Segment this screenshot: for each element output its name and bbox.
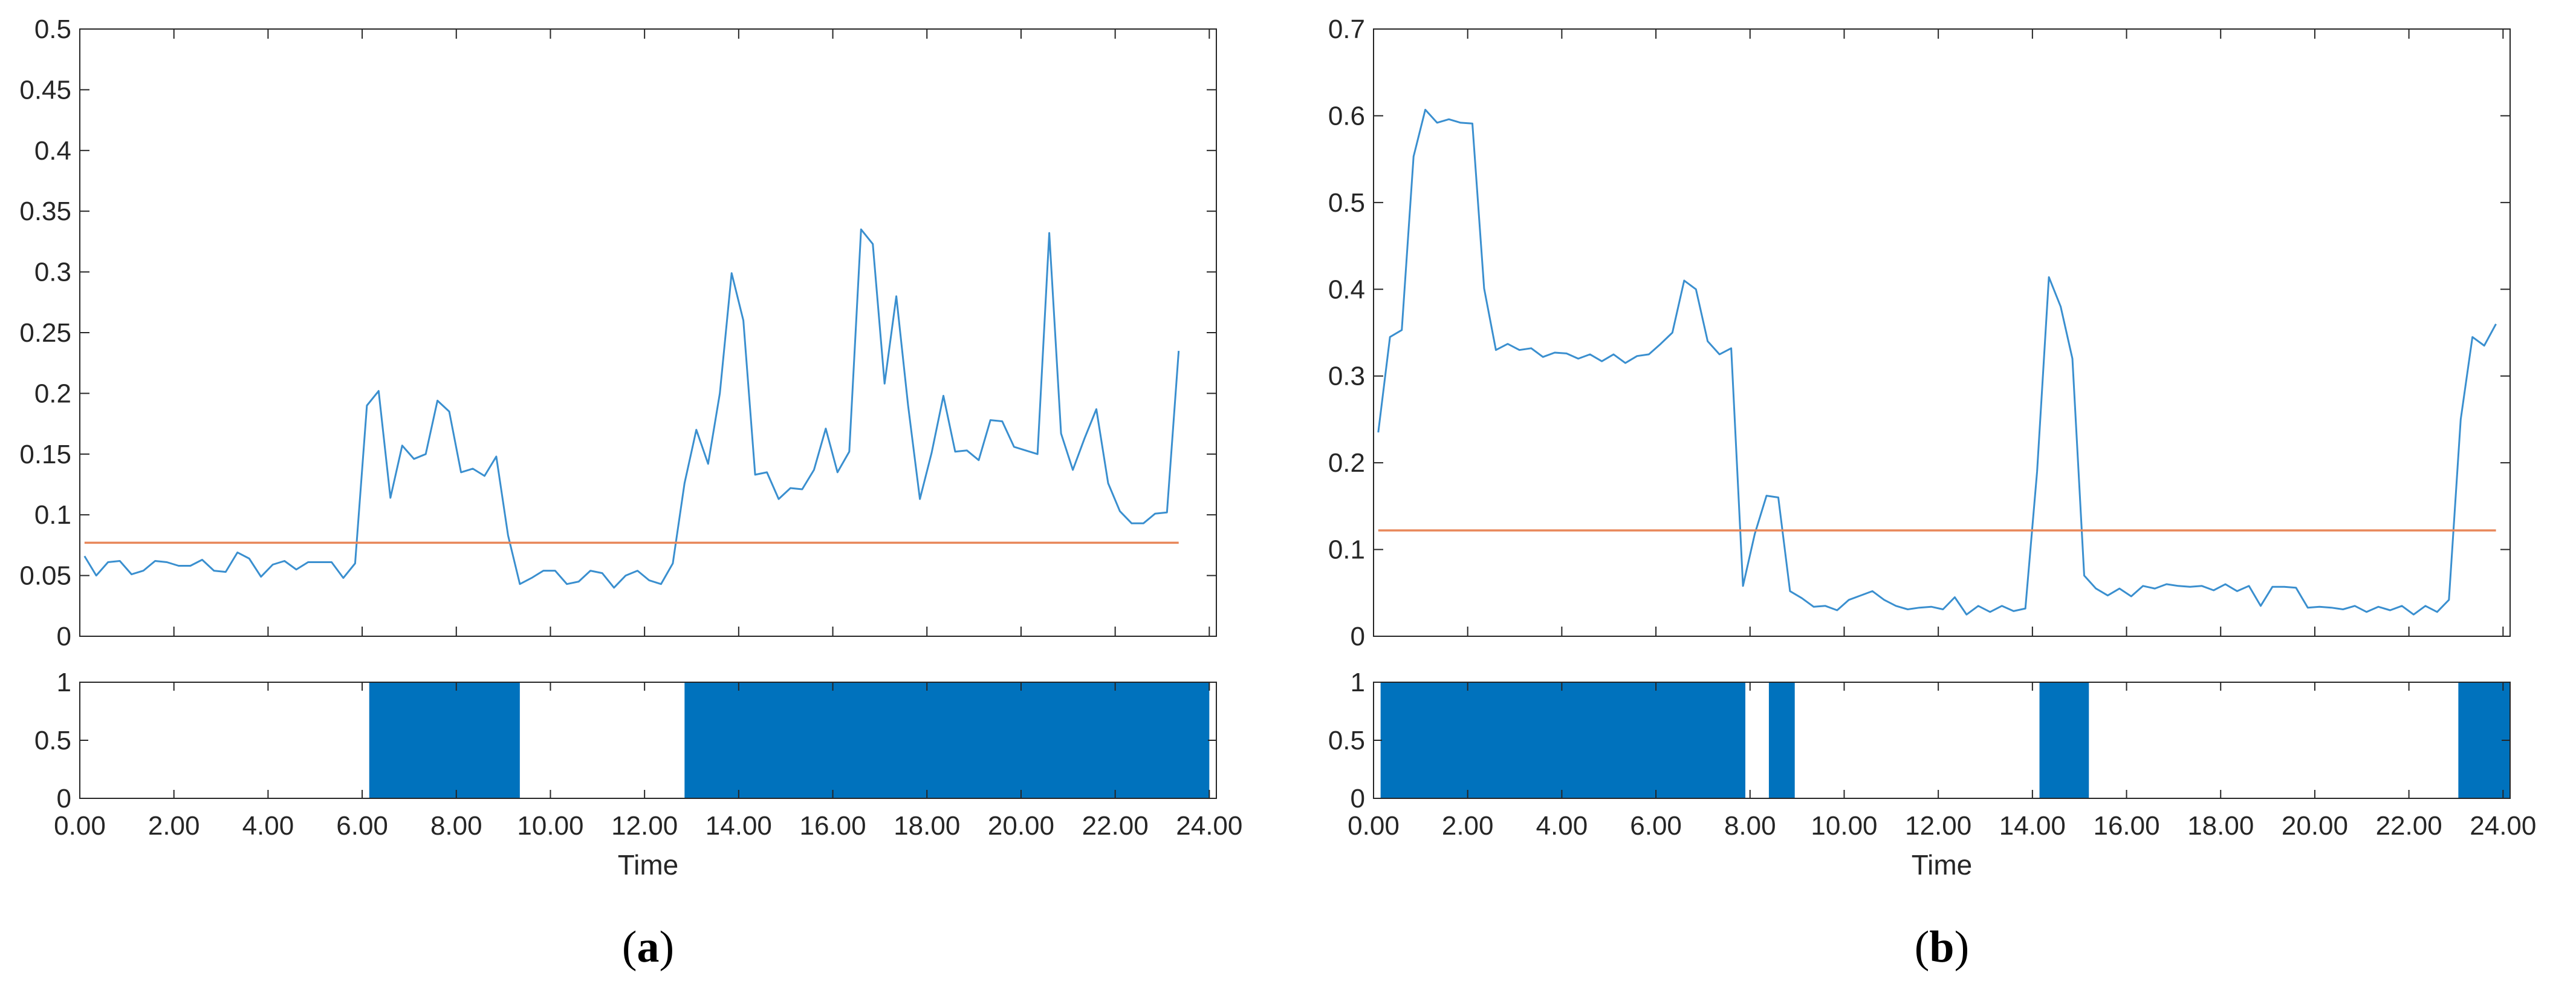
state-y-tick-label: 0	[1351, 784, 1365, 813]
series-line	[1377, 108, 2497, 616]
y-tick-label: 0.3	[34, 258, 71, 287]
panel-label-letter: b	[1929, 922, 1954, 972]
x-tick-label: 22.00	[2376, 811, 2442, 841]
state-bar	[1768, 682, 1795, 798]
state-y-tick-label: 0.5	[1328, 726, 1365, 755]
state-plot-a: 00.510.00 2.00 4.00 6.00 8.00 10.00 12.00 14.00…	[34, 668, 1243, 841]
x-tick-label: 6.00	[336, 811, 388, 841]
y-tick-label: 0.05	[19, 561, 71, 591]
y-tick-label: 0.2	[1328, 448, 1365, 478]
y-tick-label: 0.1	[34, 500, 71, 530]
chart-panel-a: 0 0.05 0.1 0.15 0.2 0.25 0.3 0.35 0.4 0.45 0.5 0 0.5…	[19, 15, 1242, 972]
x-tick-label: 24.00	[2470, 811, 2536, 841]
plot-frame	[1373, 28, 2511, 637]
x-tick-label: 10.00	[517, 811, 583, 841]
x-tick-label: 14.00	[706, 811, 772, 841]
state-y-tick-label: 1	[1351, 668, 1365, 697]
y-tick-label: 0.7	[1328, 15, 1365, 44]
y-tick-label: 0.4	[1328, 275, 1365, 304]
x-tick-label: 6.00	[1630, 811, 1682, 841]
x-tick-label: 12.00	[1905, 811, 1971, 841]
state-bar	[2458, 682, 2510, 798]
panel-label-close: )	[1955, 922, 1970, 972]
x-tick-label: 0.00	[54, 811, 106, 841]
state-y-tick-label: 1	[57, 668, 71, 697]
x-tick-label: 20.00	[2282, 811, 2348, 841]
x-tick-label: 2.00	[1442, 811, 1494, 841]
y-tick-label: 0.25	[19, 318, 71, 348]
x-tick-label: 18.00	[2187, 811, 2254, 841]
y-tick-label: 0.6	[1328, 101, 1365, 131]
y-tick-label: 0.1	[1328, 535, 1365, 565]
line-plot-b: 0 0.1 0.2 0.3 0.4 0.5 0.6 0.7	[1328, 15, 2511, 651]
panel-label-close: )	[660, 922, 675, 972]
x-tick-label: 8.00	[1724, 811, 1776, 841]
y-tick-label: 0.5	[34, 15, 71, 44]
panel-label-open: (	[1915, 922, 1930, 972]
x-axis-label: Time	[618, 849, 679, 881]
x-tick-label: 24.00	[1176, 811, 1242, 841]
x-tick-label: 16.00	[799, 811, 866, 841]
x-axis-label: Time	[1912, 849, 1973, 881]
panel-label: (a)	[622, 922, 674, 972]
y-tick-label: 0.45	[19, 75, 71, 105]
state-y-tick-label: 0	[57, 784, 71, 813]
x-tick-label: 22.00	[1082, 811, 1149, 841]
state-bar	[2039, 682, 2089, 798]
series-line	[83, 228, 1180, 589]
x-tick-label: 12.00	[611, 811, 678, 841]
y-tick-label: 0.4	[34, 136, 71, 166]
y-tick-label: 0.2	[34, 379, 71, 408]
state-y-tick-label: 0.5	[34, 726, 71, 755]
line-plot-a: 0 0.05 0.1 0.15 0.2 0.25 0.3 0.35 0.4 0.45 0.5	[19, 15, 1217, 651]
x-tick-label: 18.00	[894, 811, 960, 841]
x-tick-label: 16.00	[2093, 811, 2159, 841]
x-tick-label: 8.00	[430, 811, 482, 841]
x-tick-label: 14.00	[1999, 811, 2066, 841]
state-plot-b: 00.510.00 2.00 4.00 6.00 8.00 10.00 12.00 14.00…	[1328, 668, 2537, 841]
plot-frame	[79, 28, 1217, 637]
state-bar	[1380, 682, 1745, 798]
panels: 0 0.05 0.1 0.15 0.2 0.25 0.3 0.35 0.4 0.45 0.5 0 0.5…	[19, 15, 2536, 972]
y-tick-label: 0.35	[19, 197, 71, 226]
y-tick-label: 0.15	[19, 440, 71, 469]
y-tick-label: 0	[1351, 622, 1365, 651]
panel-label-letter: a	[637, 922, 660, 972]
x-tick-label: 0.00	[1348, 811, 1400, 841]
x-tick-label: 2.00	[148, 811, 200, 841]
y-tick-label: 0.5	[1328, 188, 1365, 218]
chart-panel-b: 00.10.20.30.40.50.60.700.510.00 2.00 4.00 6…	[1328, 15, 2537, 972]
y-tick-label: 0.3	[1328, 362, 1365, 391]
panel-label: (b)	[1915, 922, 1969, 972]
panel-label-open: (	[622, 922, 637, 972]
x-tick-label: 4.00	[1536, 811, 1588, 841]
x-tick-label: 4.00	[242, 811, 294, 841]
state-bar	[684, 682, 1210, 798]
state-bar	[369, 682, 520, 798]
x-tick-label: 20.00	[988, 811, 1054, 841]
x-tick-label: 10.00	[1811, 811, 1877, 841]
y-tick-label: 0	[57, 622, 71, 651]
